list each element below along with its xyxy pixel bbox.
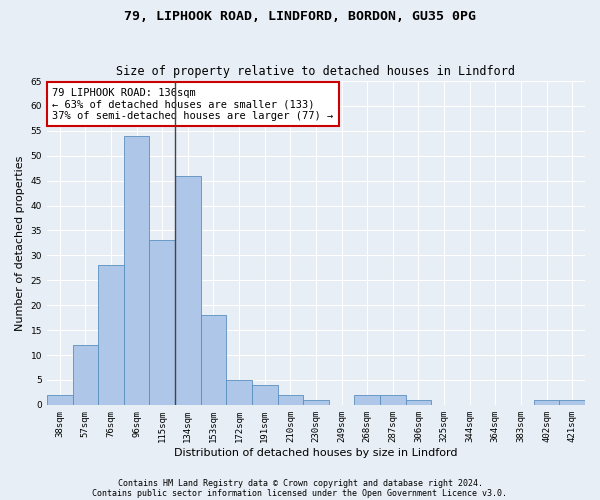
- Bar: [124, 136, 149, 405]
- Bar: [355, 395, 380, 405]
- Bar: [559, 400, 585, 405]
- Bar: [303, 400, 329, 405]
- Bar: [380, 395, 406, 405]
- Title: Size of property relative to detached houses in Lindford: Size of property relative to detached ho…: [116, 66, 515, 78]
- Bar: [200, 315, 226, 405]
- Text: 79, LIPHOOK ROAD, LINDFORD, BORDON, GU35 0PG: 79, LIPHOOK ROAD, LINDFORD, BORDON, GU35…: [124, 10, 476, 23]
- Bar: [278, 395, 303, 405]
- Bar: [175, 176, 200, 405]
- Bar: [73, 345, 98, 405]
- Bar: [406, 400, 431, 405]
- X-axis label: Distribution of detached houses by size in Lindford: Distribution of detached houses by size …: [174, 448, 458, 458]
- Bar: [252, 385, 278, 405]
- Text: Contains public sector information licensed under the Open Government Licence v3: Contains public sector information licen…: [92, 488, 508, 498]
- Y-axis label: Number of detached properties: Number of detached properties: [15, 156, 25, 330]
- Bar: [98, 266, 124, 405]
- Text: 79 LIPHOOK ROAD: 136sqm
← 63% of detached houses are smaller (133)
37% of semi-d: 79 LIPHOOK ROAD: 136sqm ← 63% of detache…: [52, 88, 334, 120]
- Bar: [534, 400, 559, 405]
- Text: Contains HM Land Registry data © Crown copyright and database right 2024.: Contains HM Land Registry data © Crown c…: [118, 478, 482, 488]
- Bar: [47, 395, 73, 405]
- Bar: [149, 240, 175, 405]
- Bar: [226, 380, 252, 405]
